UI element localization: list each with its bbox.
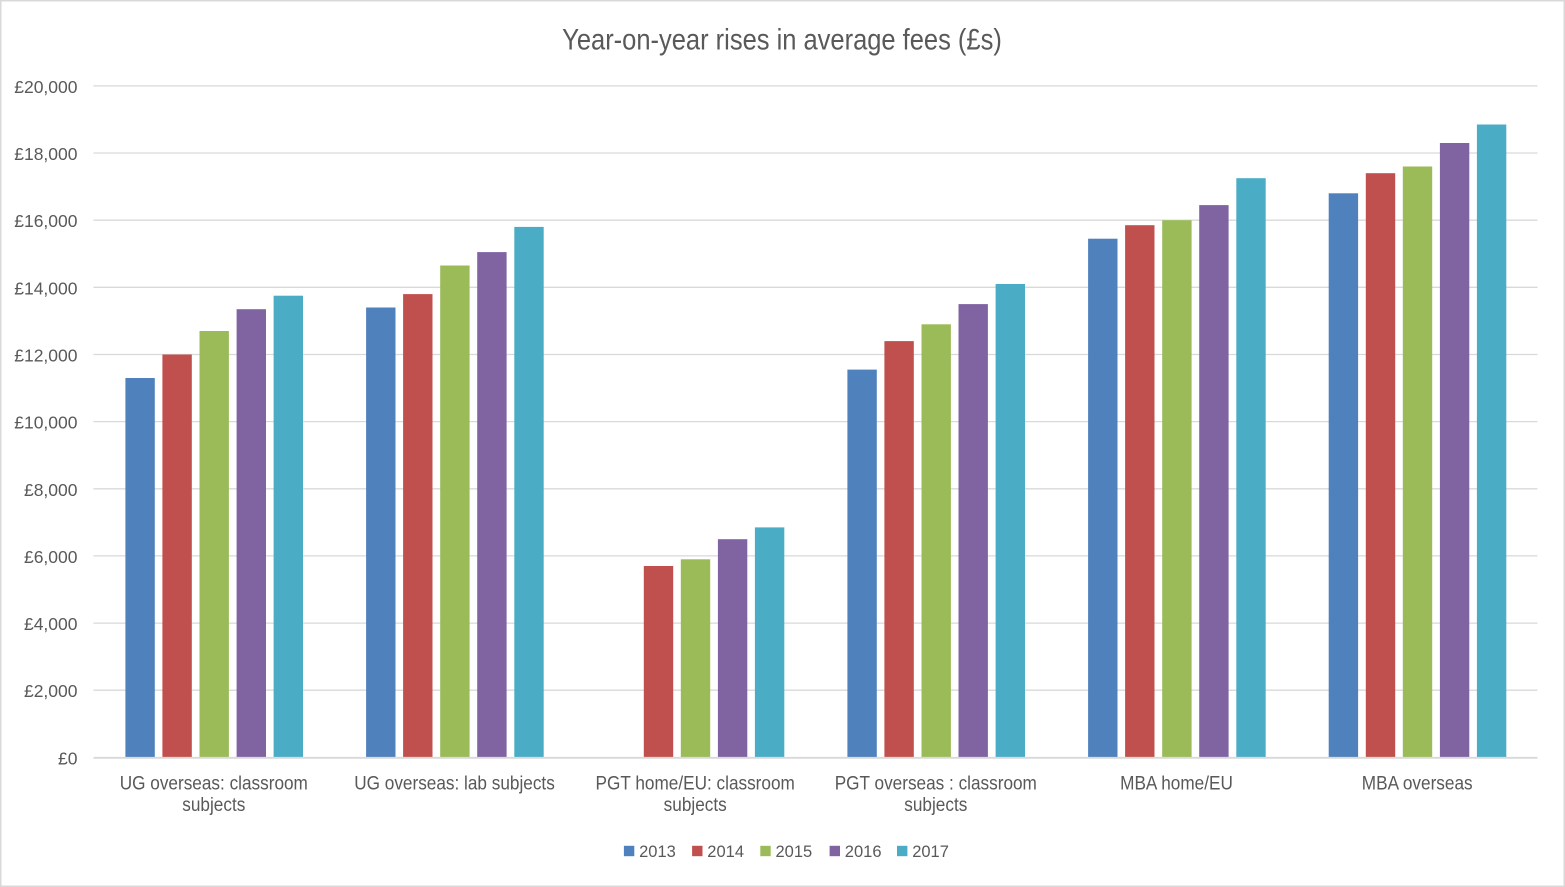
svg-text:£12,000: £12,000: [14, 346, 78, 366]
svg-text:PGT home/EU: classroom: PGT home/EU: classroom: [596, 773, 795, 794]
svg-text:subjects: subjects: [904, 794, 967, 815]
svg-text:£6,000: £6,000: [24, 547, 78, 567]
svg-text:Year-on-year rises in average: Year-on-year rises in average fees (£s): [562, 23, 1002, 56]
svg-text:£8,000: £8,000: [24, 480, 78, 500]
svg-text:subjects: subjects: [182, 794, 245, 815]
svg-text:£20,000: £20,000: [14, 77, 78, 97]
svg-text:£16,000: £16,000: [14, 211, 78, 231]
svg-text:£4,000: £4,000: [24, 614, 78, 634]
svg-text:£18,000: £18,000: [14, 144, 78, 164]
svg-text:2015: 2015: [776, 843, 813, 861]
svg-text:£14,000: £14,000: [14, 278, 78, 298]
svg-text:2016: 2016: [845, 843, 882, 861]
svg-text:subjects: subjects: [664, 794, 727, 815]
svg-text:2014: 2014: [707, 843, 744, 861]
svg-text:UG overseas: classroom: UG overseas: classroom: [120, 773, 308, 794]
svg-text:2013: 2013: [639, 843, 676, 861]
svg-text:£10,000: £10,000: [14, 413, 78, 433]
svg-text:MBA overseas: MBA overseas: [1362, 773, 1473, 794]
svg-text:MBA home/EU: MBA home/EU: [1120, 773, 1233, 794]
svg-text:£0: £0: [58, 748, 78, 768]
svg-text:PGT overseas : classroom: PGT overseas : classroom: [835, 773, 1037, 794]
svg-text:£2,000: £2,000: [24, 681, 78, 701]
svg-text:UG overseas: lab subjects: UG overseas: lab subjects: [354, 773, 555, 794]
svg-text:2017: 2017: [912, 843, 949, 861]
